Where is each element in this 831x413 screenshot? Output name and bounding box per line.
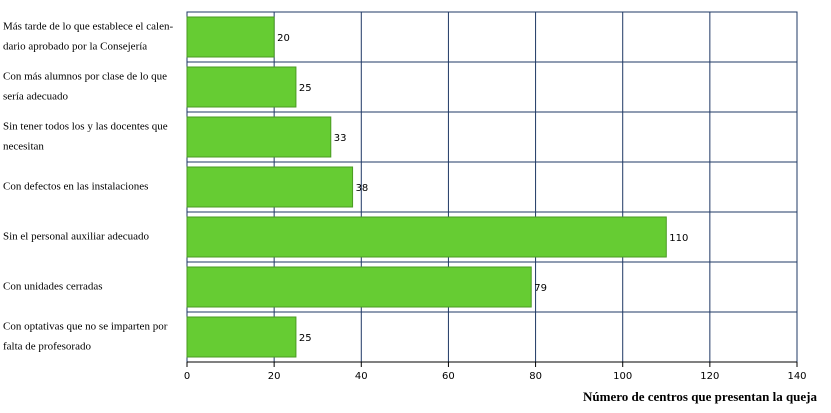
bar: [186, 116, 332, 158]
bar: [186, 66, 297, 108]
x-tick-label: 40: [355, 371, 368, 382]
category-label: dario aprobado por la Consejería: [3, 41, 147, 53]
category-label: Más tarde de lo que establece el calen-: [3, 21, 173, 33]
value-label: 79: [534, 283, 547, 294]
x-tick-label: 20: [268, 371, 281, 382]
x-tick-label: 80: [529, 371, 542, 382]
category-label: Con optativas que no se imparten por: [3, 321, 168, 333]
category-label: Con defectos en las instalaciones: [3, 181, 148, 193]
x-tick-label: 120: [700, 371, 719, 382]
category-label: Sin el personal auxiliar adecuado: [3, 231, 150, 243]
bar: [186, 316, 297, 358]
x-tick-label: 0: [184, 371, 190, 382]
category-label: Con unidades cerradas: [3, 281, 103, 293]
value-label: 25: [299, 333, 312, 344]
value-label: 33: [334, 133, 347, 144]
bar: [186, 166, 354, 208]
bar: [186, 266, 532, 308]
value-label: 20: [277, 33, 290, 44]
category-label: Sin tener todos los y las docentes que: [3, 121, 168, 133]
value-label: 110: [669, 233, 688, 244]
bar: [186, 216, 667, 258]
value-label: 38: [356, 183, 369, 194]
x-tick-label: 60: [442, 371, 455, 382]
x-axis-label: Número de centros que presentan la queja: [583, 389, 818, 404]
x-tick-label: 100: [613, 371, 632, 382]
category-label: necesitan: [3, 141, 44, 153]
category-label: falta de profesorado: [3, 341, 91, 353]
category-label: Con más alumnos por clase de lo que: [3, 71, 167, 83]
value-label: 25: [299, 83, 312, 94]
bar: [186, 16, 275, 58]
x-tick-label: 140: [787, 371, 806, 382]
category-label: sería adecuado: [3, 91, 69, 103]
